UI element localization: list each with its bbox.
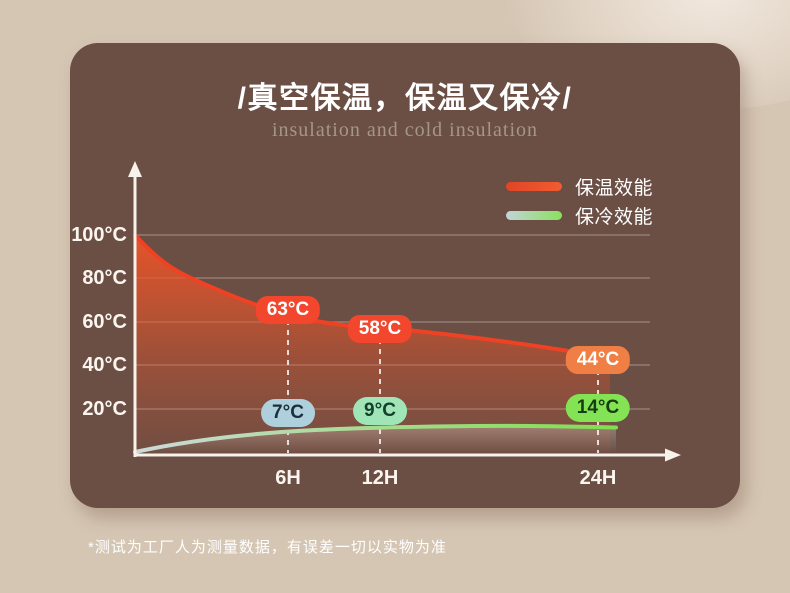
legend-label-hot: 保温效能: [575, 177, 654, 199]
y-axis-tick-100: 100°C: [71, 224, 127, 246]
y-axis-tick-40: 40°C: [82, 354, 127, 376]
x-axis-tick-24h: 24H: [579, 467, 617, 489]
legend-label-cold: 保冷效能: [575, 206, 654, 228]
y-axis-arrow-icon: [128, 161, 142, 177]
heat-area: [135, 235, 610, 453]
performance-chart: [128, 161, 681, 462]
cold-line: [133, 423, 618, 454]
chart-card: /真空保温，保温又保冷/ insulation and cold insulat…: [70, 43, 740, 508]
dashed-markers: [287, 310, 599, 453]
cold-glow-area: [135, 425, 616, 453]
heat-value-badge-12h: 58°C: [347, 315, 413, 343]
y-axis-tick-20: 20°C: [82, 398, 127, 420]
cold-value-badge-24h: 14°C: [565, 394, 631, 422]
axes: [133, 176, 667, 457]
cold-line-swatch-icon: [506, 210, 562, 220]
legend-item-hot: 保温效能: [506, 174, 654, 199]
page-subtitle: insulation and cold insulation: [271, 119, 539, 141]
disclaimer-text: *测试为工厂人为测量数据，有误差一切以实物为准: [88, 539, 447, 556]
heat-value-badge-24h: 44°C: [565, 346, 631, 374]
y-axis-tick-80: 80°C: [82, 267, 127, 289]
chart-legend: 保温效能 保冷效能: [506, 174, 654, 228]
cold-value-badge-12h: 9°C: [353, 397, 407, 425]
cold-value-badge-6h: 7°C: [261, 399, 315, 427]
x-axis-arrow-icon: [665, 448, 681, 462]
page-title: /真空保温，保温又保冷/: [237, 82, 573, 115]
heat-value-badge-6h: 63°C: [255, 296, 321, 324]
x-axis-tick-6h: 6H: [275, 467, 301, 489]
y-axis-tick-60: 60°C: [82, 311, 127, 333]
hot-line-swatch-icon: [506, 181, 562, 191]
legend-item-cold: 保冷效能: [506, 203, 654, 228]
x-axis-tick-12h: 12H: [361, 467, 399, 489]
